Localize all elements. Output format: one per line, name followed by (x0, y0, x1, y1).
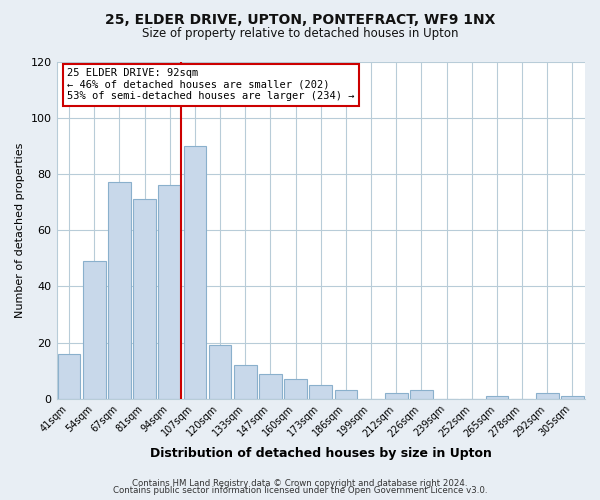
Bar (58, 354, 80, 399)
Bar (259, 374, 282, 399)
Text: Contains public sector information licensed under the Open Government Licence v3: Contains public sector information licen… (113, 486, 487, 495)
Bar (536, 393, 559, 399)
Bar (234, 365, 257, 399)
Text: Size of property relative to detached houses in Upton: Size of property relative to detached ho… (142, 28, 458, 40)
Bar (485, 396, 508, 399)
Text: Contains HM Land Registry data © Crown copyright and database right 2024.: Contains HM Land Registry data © Crown c… (132, 478, 468, 488)
Bar (410, 390, 433, 399)
Bar (133, 199, 156, 399)
Y-axis label: Number of detached properties: Number of detached properties (15, 142, 25, 318)
Bar (335, 390, 357, 399)
Text: 25 ELDER DRIVE: 92sqm
← 46% of detached houses are smaller (202)
53% of semi-det: 25 ELDER DRIVE: 92sqm ← 46% of detached … (67, 68, 355, 102)
Bar (108, 182, 131, 399)
Bar (184, 146, 206, 399)
Text: 25, ELDER DRIVE, UPTON, PONTEFRACT, WF9 1NX: 25, ELDER DRIVE, UPTON, PONTEFRACT, WF9 … (105, 12, 495, 26)
Bar (284, 379, 307, 399)
Bar (385, 393, 407, 399)
X-axis label: Distribution of detached houses by size in Upton: Distribution of detached houses by size … (150, 447, 492, 460)
Bar (83, 261, 106, 399)
Bar (209, 346, 232, 399)
Bar (310, 384, 332, 399)
Bar (158, 185, 181, 399)
Bar (561, 396, 584, 399)
